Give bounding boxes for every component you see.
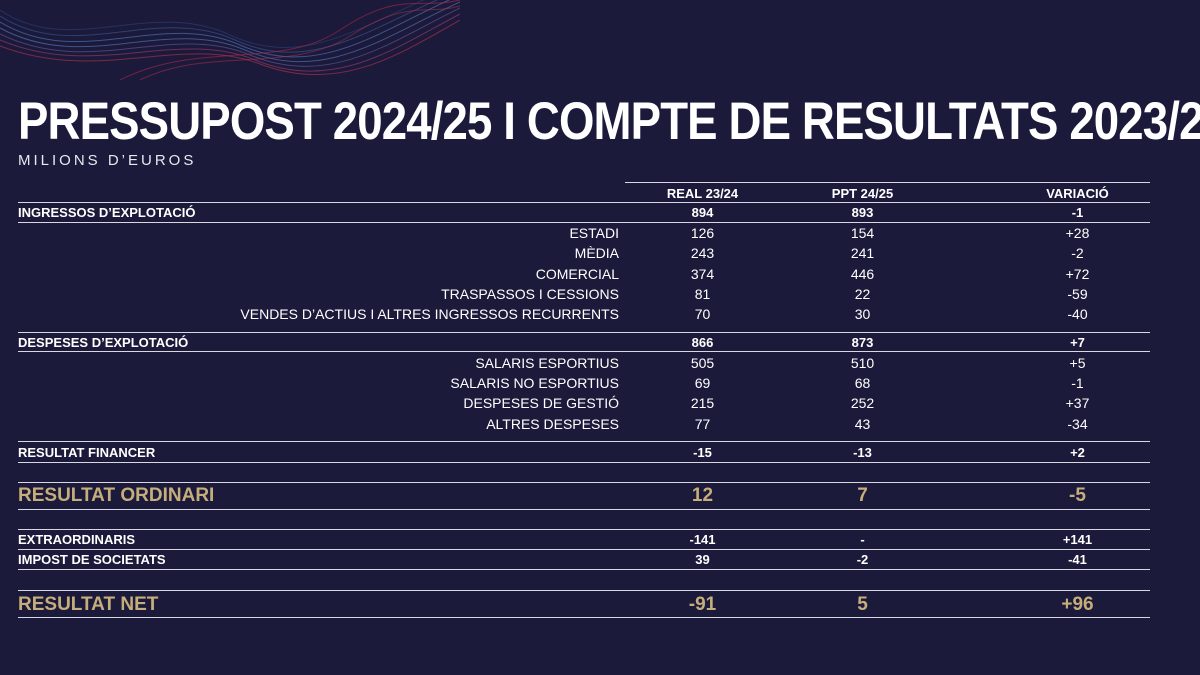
row-label-vendes: VENDES D’ACTIUS I ALTRES INGRESSOS RECUR… <box>240 306 619 322</box>
decorative-wave-lines <box>0 0 460 80</box>
cell-estadi-real: 126 <box>690 225 715 241</box>
row-divider <box>18 441 1150 442</box>
row-divider <box>18 569 1150 570</box>
cell-estadi-var: +28 <box>1065 225 1090 241</box>
cell-resultat-financer-var: +2 <box>1070 445 1085 460</box>
cell-salaris-esportius-real: 505 <box>690 355 715 371</box>
row-divider <box>18 482 1150 483</box>
cell-despeses-ppt: 873 <box>851 335 874 350</box>
cell-resultat-net-var: +96 <box>1061 594 1094 615</box>
cell-comercial-real: 374 <box>690 266 715 282</box>
cell-despeses-real: 866 <box>691 335 714 350</box>
cell-resultat-ordinari-var: -5 <box>1069 485 1086 506</box>
row-divider <box>18 617 1150 618</box>
cell-resultat-financer-ppt: -13 <box>853 445 872 460</box>
cell-resultat-ordinari-real: 12 <box>691 485 714 506</box>
row-divider <box>18 462 1150 463</box>
cell-traspassos-real: 81 <box>694 286 711 302</box>
column-header-variacio: VARIACIÓ <box>1046 186 1109 201</box>
cell-resultat-net-real: -91 <box>688 594 717 615</box>
page-subtitle: MILIONS D’EUROS <box>18 152 197 169</box>
row-divider <box>18 509 1150 510</box>
cell-despeses-gestio-real: 215 <box>690 395 715 411</box>
row-divider <box>18 222 1150 223</box>
cell-resultat-ordinari-ppt: 7 <box>857 485 868 506</box>
cell-impost-societats-var: -41 <box>1068 552 1087 567</box>
cell-vendes-ppt: 30 <box>854 306 871 322</box>
cell-media-real: 243 <box>690 245 715 261</box>
cell-ingressos-real: 894 <box>691 205 714 220</box>
cell-salaris-no-esportius-ppt: 68 <box>854 375 871 391</box>
cell-resultat-financer-real: -15 <box>693 445 712 460</box>
cell-comercial-ppt: 446 <box>850 266 875 282</box>
cell-impost-societats-ppt: -2 <box>856 552 869 567</box>
cell-despeses-gestio-var: +37 <box>1065 395 1090 411</box>
row-label-media: MÈDIA <box>574 245 619 261</box>
header-divider <box>18 202 1150 203</box>
row-divider <box>18 351 1150 352</box>
cell-altres-despeses-ppt: 43 <box>854 416 871 432</box>
row-label-impost-societats: IMPOST DE SOCIETATS <box>18 552 166 567</box>
cell-estadi-ppt: 154 <box>850 225 875 241</box>
row-divider <box>18 549 1150 550</box>
row-label-resultat-net: RESULTAT NET <box>18 594 159 615</box>
cell-traspassos-ppt: 22 <box>854 286 871 302</box>
cell-salaris-no-esportius-var: -1 <box>1071 375 1084 391</box>
cell-traspassos-var: -59 <box>1067 286 1088 302</box>
cell-comercial-var: +72 <box>1065 266 1090 282</box>
row-label-despeses-gestio: DESPESES DE GESTIÓ <box>463 395 619 411</box>
row-label-despeses: DESPESES D’EXPLOTACIÓ <box>18 335 189 350</box>
row-label-resultat-financer: RESULTAT FINANCER <box>18 445 156 460</box>
cell-ingressos-var: -1 <box>1071 205 1084 220</box>
row-divider <box>18 332 1150 333</box>
row-label-comercial: COMERCIAL <box>535 266 619 282</box>
row-divider <box>18 590 1150 591</box>
cell-extraordinaris-real: -141 <box>689 532 716 547</box>
cell-media-var: -2 <box>1071 245 1084 261</box>
cell-salaris-esportius-ppt: 510 <box>850 355 875 371</box>
row-divider <box>18 529 1150 530</box>
row-label-estadi: ESTADI <box>569 225 619 241</box>
cell-vendes-real: 70 <box>694 306 711 322</box>
cell-altres-despeses-real: 77 <box>694 416 711 432</box>
cell-altres-despeses-var: -34 <box>1067 416 1088 432</box>
cell-salaris-no-esportius-real: 69 <box>694 375 711 391</box>
header-top-divider <box>625 182 1150 183</box>
page-title: PRESSUPOST 2024/25 I COMPTE DE RESULTATS… <box>18 92 1200 151</box>
column-header-ppt: PPT 24/25 <box>831 186 894 201</box>
column-header-real: REAL 23/24 <box>666 186 739 201</box>
row-label-ingressos: INGRESSOS D’EXPLOTACIÓ <box>18 205 196 220</box>
cell-salaris-esportius-var: +5 <box>1069 355 1086 371</box>
cell-despeses-var: +7 <box>1070 335 1085 350</box>
cell-extraordinaris-ppt: - <box>860 532 865 547</box>
cell-extraordinaris-var: +141 <box>1062 532 1093 547</box>
row-label-traspassos: TRASPASSOS I CESSIONS <box>441 286 619 302</box>
cell-ingressos-ppt: 893 <box>851 205 874 220</box>
row-label-resultat-ordinari: RESULTAT ORDINARI <box>18 485 215 506</box>
row-label-extraordinaris: EXTRAORDINARIS <box>18 532 136 547</box>
cell-vendes-var: -40 <box>1067 306 1088 322</box>
row-label-salaris-no-esportius: SALARIS NO ESPORTIUS <box>450 375 619 391</box>
cell-resultat-net-ppt: 5 <box>857 594 868 615</box>
row-label-salaris-esportius: SALARIS ESPORTIUS <box>475 355 619 371</box>
cell-despeses-gestio-ppt: 252 <box>850 395 875 411</box>
cell-impost-societats-real: 39 <box>695 552 710 567</box>
row-label-altres-despeses: ALTRES DESPESES <box>486 416 619 432</box>
cell-media-ppt: 241 <box>850 245 875 261</box>
